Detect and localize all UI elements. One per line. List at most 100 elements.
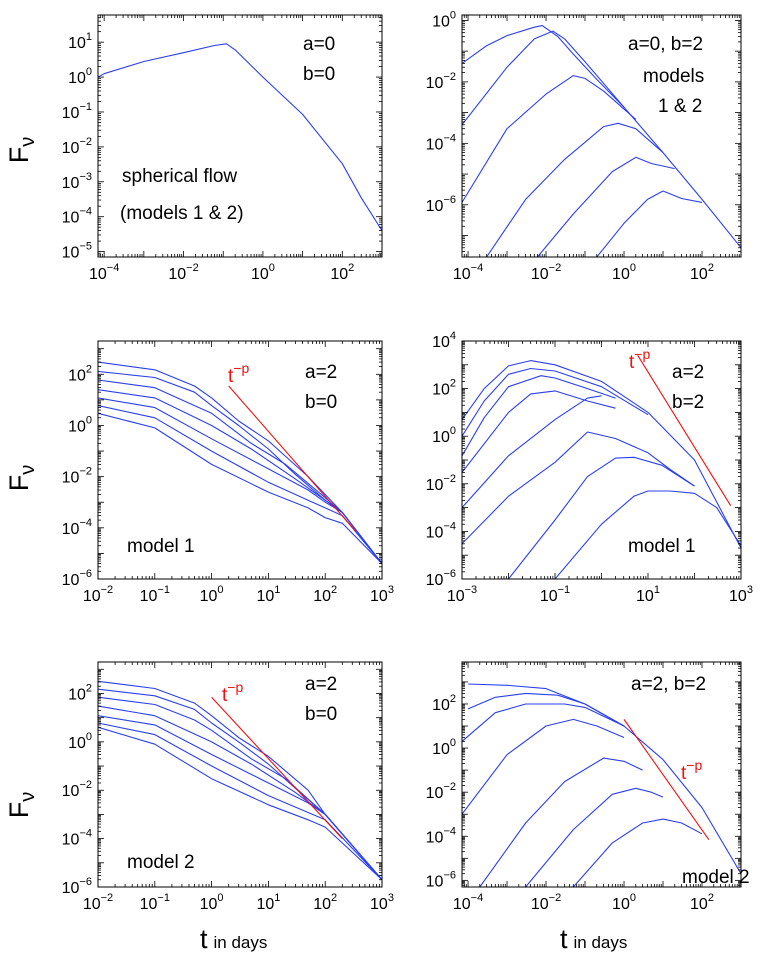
- panel-bottom-left: t−p 10−2 10−1 100 101 102 103 10−6 10−4 10−2 100 10…: [4, 661, 394, 954]
- x-tick-label: 102: [690, 892, 714, 913]
- series-m6: [98, 405, 382, 564]
- x-tick-label: 10−2: [531, 262, 561, 283]
- annotation: model 1: [127, 536, 195, 557]
- series-b1: [98, 680, 382, 881]
- x-tick-label: 102: [313, 584, 337, 605]
- series-b7: [98, 726, 382, 881]
- x-tick-label: 101: [256, 892, 280, 913]
- series-group: [98, 361, 382, 564]
- panel-bottom-right: t−p10−4 10−2 100 10210−610−410−2100102a=2, …: [426, 661, 750, 954]
- series-c1: [462, 25, 741, 249]
- y-tick-label: 10−6: [426, 568, 456, 589]
- series-b3: [98, 696, 382, 881]
- y-tick-label: 10−4: [62, 206, 92, 227]
- series-c3: [462, 75, 637, 203]
- y-tick-label: 10−5: [62, 241, 92, 262]
- slope-line: [623, 719, 710, 840]
- annotation: a=2: [305, 362, 337, 383]
- y-tick-label: 102: [68, 682, 92, 703]
- annotation: model 2: [127, 852, 195, 873]
- x-axis-label: t in days: [560, 924, 627, 954]
- y-tick-label: 102: [68, 363, 92, 384]
- y-tick-label: 102: [432, 693, 456, 714]
- y-tick-label: 100: [68, 414, 92, 435]
- y-tick-label: 100: [432, 425, 456, 446]
- slope-label: t−p: [228, 360, 249, 387]
- series-q5: [479, 757, 643, 887]
- x-tick-label: 10−2: [83, 892, 113, 913]
- series-spherical: [98, 43, 382, 231]
- y-tick-label: 10−4: [62, 517, 92, 538]
- series-q6: [525, 787, 664, 887]
- series-m7: [98, 412, 382, 564]
- annotation: 1 & 2: [658, 96, 702, 117]
- y-tick-label: 10−4: [426, 825, 456, 846]
- axes-frame: [461, 14, 742, 258]
- series-m3: [98, 379, 382, 564]
- y-tick-label: 10−4: [62, 828, 92, 849]
- series-m2: [98, 370, 382, 564]
- annotation: a=2: [672, 362, 704, 383]
- slope-label: t−p: [629, 346, 650, 373]
- x-tick-label: 102: [313, 892, 337, 913]
- y-tick-label: 100: [432, 9, 456, 30]
- series-q2: [467, 692, 625, 727]
- x-tick-label: 10−4: [453, 892, 483, 913]
- y-tick-label: 10−6: [426, 194, 456, 215]
- y-axis-label: Fν: [4, 137, 39, 164]
- x-tick-label: 10−1: [540, 584, 570, 605]
- x-tick-label: 103: [370, 892, 394, 913]
- annotation: b=0: [305, 704, 337, 725]
- y-tick-label: 10−2: [426, 71, 456, 92]
- annotation: a=0: [303, 34, 335, 55]
- panel-middle-left: t−p 10−2 10−1 100 101 102 103 10−6 10−4 10−2 100 10…: [4, 340, 394, 605]
- series-group: [462, 25, 741, 257]
- series-r8: [554, 490, 741, 579]
- series-group: [98, 680, 382, 881]
- annotation: models: [643, 66, 704, 87]
- x-tick-label: 101: [256, 584, 280, 605]
- annotation: a=0, b=2: [628, 34, 703, 55]
- y-tick-label: 10−2: [62, 779, 92, 800]
- x-tick-label: 101: [636, 584, 660, 605]
- axes-frame: [97, 661, 383, 888]
- slope-line: [228, 385, 357, 533]
- y-tick-label: 10−2: [426, 781, 456, 802]
- series-q1: [467, 683, 741, 874]
- y-tick-label: 100: [68, 66, 92, 87]
- x-tick-label: 100: [251, 262, 275, 283]
- series-r6: [462, 431, 695, 545]
- y-tick-label: 10−6: [62, 876, 92, 897]
- y-axis-label: Fν: [4, 792, 39, 819]
- x-tick-label: 10−1: [140, 892, 170, 913]
- y-tick-label: 10−2: [62, 136, 92, 157]
- annotation: a=2, b=2: [631, 674, 706, 695]
- x-tick-label: 100: [200, 584, 224, 605]
- y-tick-label: 100: [432, 737, 456, 758]
- annotation: a=2: [305, 674, 337, 695]
- series-r4: [462, 390, 616, 473]
- slope-line: [637, 355, 732, 507]
- y-tick-label: 10−1: [62, 101, 92, 122]
- x-tick-label: 10−1: [140, 584, 170, 605]
- y-tick-label: 10−4: [426, 520, 456, 541]
- x-tick-label: 10−2: [83, 584, 113, 605]
- series-c4: [486, 122, 664, 257]
- y-tick-label: 100: [68, 731, 92, 752]
- annotation: b=0: [305, 392, 337, 413]
- x-tick-label: 10−4: [453, 262, 483, 283]
- panel-top-left: 10−4 10−2 100 10210−510−410−310−210−1100101…: [4, 14, 383, 283]
- y-axis-label: Fν: [4, 465, 39, 492]
- x-tick-label: 103: [370, 584, 394, 605]
- slope-label: t−p: [222, 679, 243, 706]
- y-tick-label: 10−6: [426, 869, 456, 890]
- panel-top-right: 10−4 10−2 100 102 10−6 10−4 10−2 100 a=0, b=2 mod…: [426, 9, 742, 283]
- series-r2: [462, 367, 649, 437]
- series-c2: [462, 30, 625, 126]
- y-tick-label: 102: [432, 378, 456, 399]
- series-b5: [98, 715, 382, 881]
- series-r7: [508, 456, 695, 579]
- series-r3: [462, 375, 616, 457]
- x-axis-label: t in days: [200, 924, 267, 954]
